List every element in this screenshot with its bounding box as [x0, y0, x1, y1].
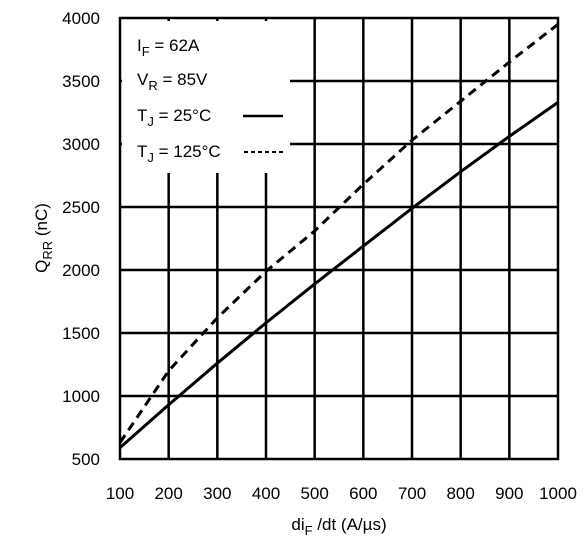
- legend-box: [122, 21, 290, 173]
- x-tick-label: 800: [446, 484, 474, 503]
- condition-vr-sub: R: [148, 78, 157, 93]
- y-tick-labels: 500 1000 1500 2000 2500 3000 3500 4000: [62, 9, 100, 469]
- series-group: [118, 23, 559, 449]
- legend-label-125c: TJ = 125°C: [137, 142, 221, 165]
- condition-vr: VR = 85V: [137, 70, 208, 93]
- legend-label-25c-sub: J: [147, 114, 154, 129]
- legend-label-125c-sub: J: [147, 150, 154, 165]
- series-line-125c: [118, 23, 559, 444]
- y-tick-label: 2000: [62, 261, 100, 280]
- legend-label-25c-main: T: [137, 106, 147, 125]
- legend-label-125c-main: T: [137, 142, 147, 161]
- y-axis-label: QRR (nC): [32, 203, 55, 273]
- x-axis-label: diF /dt (A/µs): [291, 515, 386, 538]
- plot-frame: [118, 16, 560, 461]
- y-axis-label-sub: RR: [40, 241, 55, 260]
- series-line-25c: [119, 101, 559, 449]
- x-tick-label: 400: [252, 484, 280, 503]
- x-tick-label: 600: [349, 484, 377, 503]
- y-tick-label: 3000: [62, 135, 100, 154]
- condition-vr-rest: = 85V: [158, 70, 208, 89]
- x-tick-label: 200: [154, 484, 182, 503]
- x-tick-label: 100: [106, 484, 134, 503]
- x-tick-labels: 100 200 300 400 500 600 700 800 900 1000: [106, 484, 577, 503]
- y-tick-label: 500: [72, 450, 100, 469]
- x-tick-label: 500: [300, 484, 328, 503]
- x-tick-label: 900: [495, 484, 523, 503]
- x-axis-label-sub: F: [305, 523, 313, 538]
- y-tick-label: 2500: [62, 198, 100, 217]
- condition-vr-main: V: [137, 70, 149, 89]
- x-axis-label-main: di: [291, 515, 304, 534]
- x-axis-label-rest: /dt (A/µs): [313, 515, 387, 534]
- condition-if-rest: = 62A: [150, 36, 200, 55]
- y-axis-label-main: Q: [32, 260, 51, 273]
- y-tick-label: 4000: [62, 9, 100, 28]
- legend-label-125c-rest: = 125°C: [154, 142, 221, 161]
- condition-if-sub: F: [142, 44, 150, 59]
- y-axis-label-rest: (nC): [32, 203, 51, 241]
- condition-if: IF = 62A: [137, 36, 200, 59]
- legend-label-25c-rest: = 25°C: [154, 106, 211, 125]
- x-tick-label: 300: [203, 484, 231, 503]
- y-tick-label: 1500: [62, 324, 100, 343]
- legend-label-25c: TJ = 25°C: [137, 106, 211, 129]
- y-tick-label: 3500: [62, 72, 100, 91]
- x-tick-label: 1000: [539, 484, 577, 503]
- condition-if-main: I: [137, 36, 142, 55]
- y-tick-label: 1000: [62, 387, 100, 406]
- x-tick-label: 700: [398, 484, 426, 503]
